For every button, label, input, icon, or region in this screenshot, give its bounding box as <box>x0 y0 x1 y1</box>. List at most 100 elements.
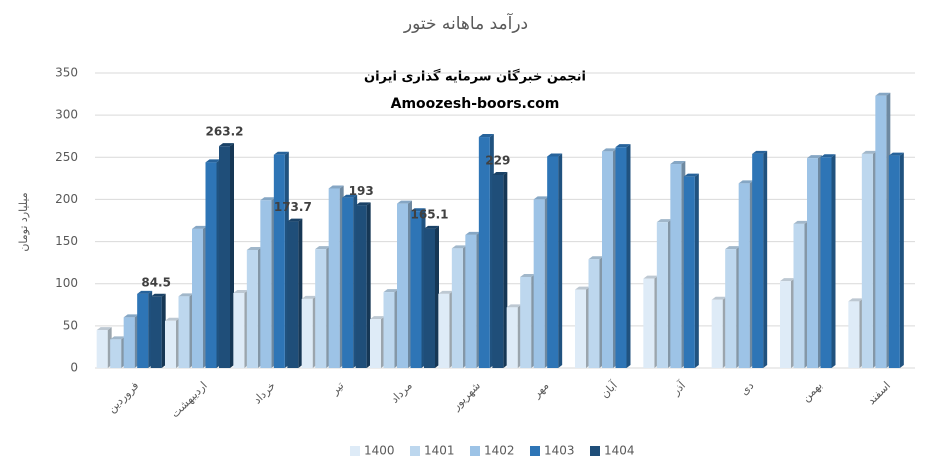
bar <box>410 208 426 368</box>
bar <box>615 144 631 368</box>
bar <box>643 275 659 368</box>
bar-front <box>656 222 668 368</box>
bar-top <box>683 173 699 177</box>
bar-top <box>383 289 399 293</box>
bar-top <box>615 144 631 148</box>
bar <box>150 293 166 368</box>
bar <box>219 143 234 368</box>
legend-label: 1402 <box>484 444 515 458</box>
bar <box>438 290 454 368</box>
bar-side <box>558 153 563 368</box>
legend-label: 1400 <box>364 444 395 458</box>
bar-top <box>520 273 536 277</box>
bar-front <box>205 162 217 368</box>
bar-top <box>410 208 426 212</box>
bar <box>575 286 590 368</box>
bar <box>533 196 549 368</box>
bar-top <box>96 327 112 331</box>
bar <box>752 150 768 368</box>
bar <box>260 197 276 368</box>
bar-front <box>588 259 600 368</box>
bar <box>602 148 617 368</box>
bar <box>820 154 836 368</box>
legend-label: 1403 <box>544 444 575 458</box>
bar-front <box>670 164 682 368</box>
bar-top <box>192 225 207 229</box>
bar-front <box>465 234 477 368</box>
bar <box>465 231 481 368</box>
legend-swatch <box>470 446 480 456</box>
bar <box>328 185 344 368</box>
bar-top <box>260 197 276 201</box>
bar-top <box>301 295 317 299</box>
bar-front <box>301 298 313 368</box>
bar <box>301 295 317 368</box>
bar-front <box>110 339 122 368</box>
bar-front <box>643 278 655 368</box>
bar-front <box>165 320 176 368</box>
bar <box>123 314 139 368</box>
bar-front <box>875 95 887 368</box>
bar-front <box>506 307 518 368</box>
bar-top <box>888 152 904 156</box>
bar-side <box>626 144 631 368</box>
bar-front <box>520 276 532 368</box>
bar <box>315 246 331 368</box>
bar-front <box>410 211 422 368</box>
y-tick-label: 100 <box>55 276 78 290</box>
bar-front <box>738 183 750 368</box>
bar-front <box>575 289 586 368</box>
x-tick-label: مهر <box>529 379 551 401</box>
bar-front <box>725 249 737 368</box>
bar-top <box>752 150 768 154</box>
bar-side <box>831 154 836 368</box>
data-label: 263.2 <box>206 125 244 139</box>
bar-front <box>711 299 723 368</box>
bar-top <box>370 316 385 320</box>
bar-top <box>438 290 454 294</box>
bar-top <box>670 161 686 165</box>
bar-top <box>780 278 795 282</box>
bar <box>588 256 604 368</box>
bar <box>342 194 358 368</box>
bar-front <box>752 153 764 368</box>
bar-front <box>848 301 860 368</box>
bar-front <box>602 151 613 368</box>
bar <box>397 200 412 368</box>
bar-front <box>861 153 873 368</box>
bar-front <box>547 156 559 368</box>
bar-top <box>820 154 836 158</box>
x-tick-label: اسفند <box>865 379 893 407</box>
bar-front <box>342 197 354 368</box>
y-tick-label: 350 <box>55 66 78 80</box>
bar-top <box>315 246 331 250</box>
data-label: 173.7 <box>274 200 312 214</box>
bar <box>683 173 699 368</box>
bar-front <box>683 176 695 368</box>
bar <box>506 304 522 368</box>
bar-top <box>397 200 412 204</box>
bar <box>888 152 904 368</box>
legend-swatch <box>530 446 540 456</box>
bar-top <box>602 148 617 152</box>
bar-top <box>588 256 604 260</box>
bar-top <box>165 317 180 321</box>
x-tick-label: مرداد <box>388 379 415 406</box>
legend-label: 1404 <box>604 444 635 458</box>
bar-top <box>793 220 809 224</box>
bar <box>793 220 809 368</box>
data-label: 165.1 <box>411 207 449 221</box>
annotation: Amoozesh-boors.com <box>391 96 560 112</box>
bar-front <box>315 249 327 368</box>
bar-front <box>150 296 162 368</box>
bar <box>137 290 153 368</box>
bar <box>355 202 371 368</box>
bar-front <box>615 147 627 368</box>
bar-top <box>848 298 864 302</box>
bar-top <box>547 153 563 157</box>
bar-front <box>424 228 435 368</box>
x-tick-label: بهمن <box>799 379 824 404</box>
bar-side <box>694 173 699 368</box>
bar <box>246 247 262 368</box>
